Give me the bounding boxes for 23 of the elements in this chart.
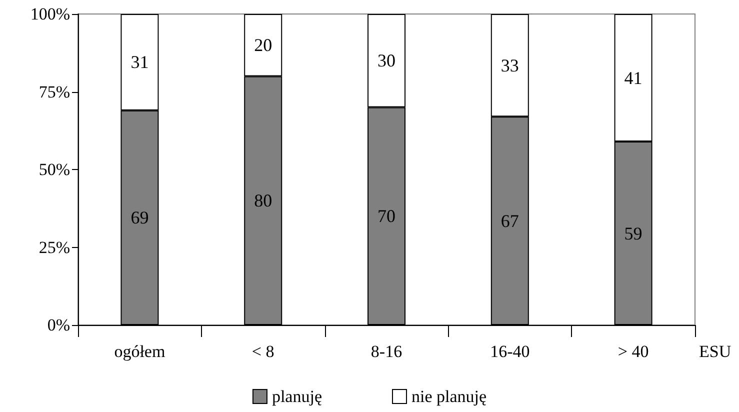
data-label: 33 bbox=[500, 55, 519, 76]
x-tick-label: 16-40 bbox=[490, 342, 530, 361]
x-tick-label: < 8 bbox=[252, 342, 274, 361]
data-label: 70 bbox=[378, 206, 396, 226]
x-tick-label: 8-16 bbox=[370, 342, 402, 361]
y-tick-label: 25% bbox=[38, 238, 70, 257]
data-label: 30 bbox=[378, 50, 396, 71]
y-tick-label: 50% bbox=[38, 160, 70, 179]
x-axis-title: ESU bbox=[699, 342, 732, 361]
x-tick-label: > 40 bbox=[618, 342, 649, 361]
data-label: 31 bbox=[130, 52, 149, 72]
data-label: 20 bbox=[254, 35, 272, 56]
data-label: 80 bbox=[254, 190, 272, 211]
legend-label: nie planuję bbox=[411, 387, 487, 406]
data-label: 41 bbox=[624, 68, 642, 88]
data-label: 67 bbox=[500, 210, 519, 231]
y-tick-label: 100% bbox=[30, 4, 70, 24]
legend-label: planuję bbox=[272, 387, 322, 406]
data-label: 69 bbox=[130, 208, 149, 228]
y-tick-label: 0% bbox=[47, 316, 70, 334]
x-tick-label: ogółem bbox=[114, 342, 166, 361]
data-label: 59 bbox=[624, 223, 642, 244]
y-tick-label: 75% bbox=[38, 82, 70, 102]
